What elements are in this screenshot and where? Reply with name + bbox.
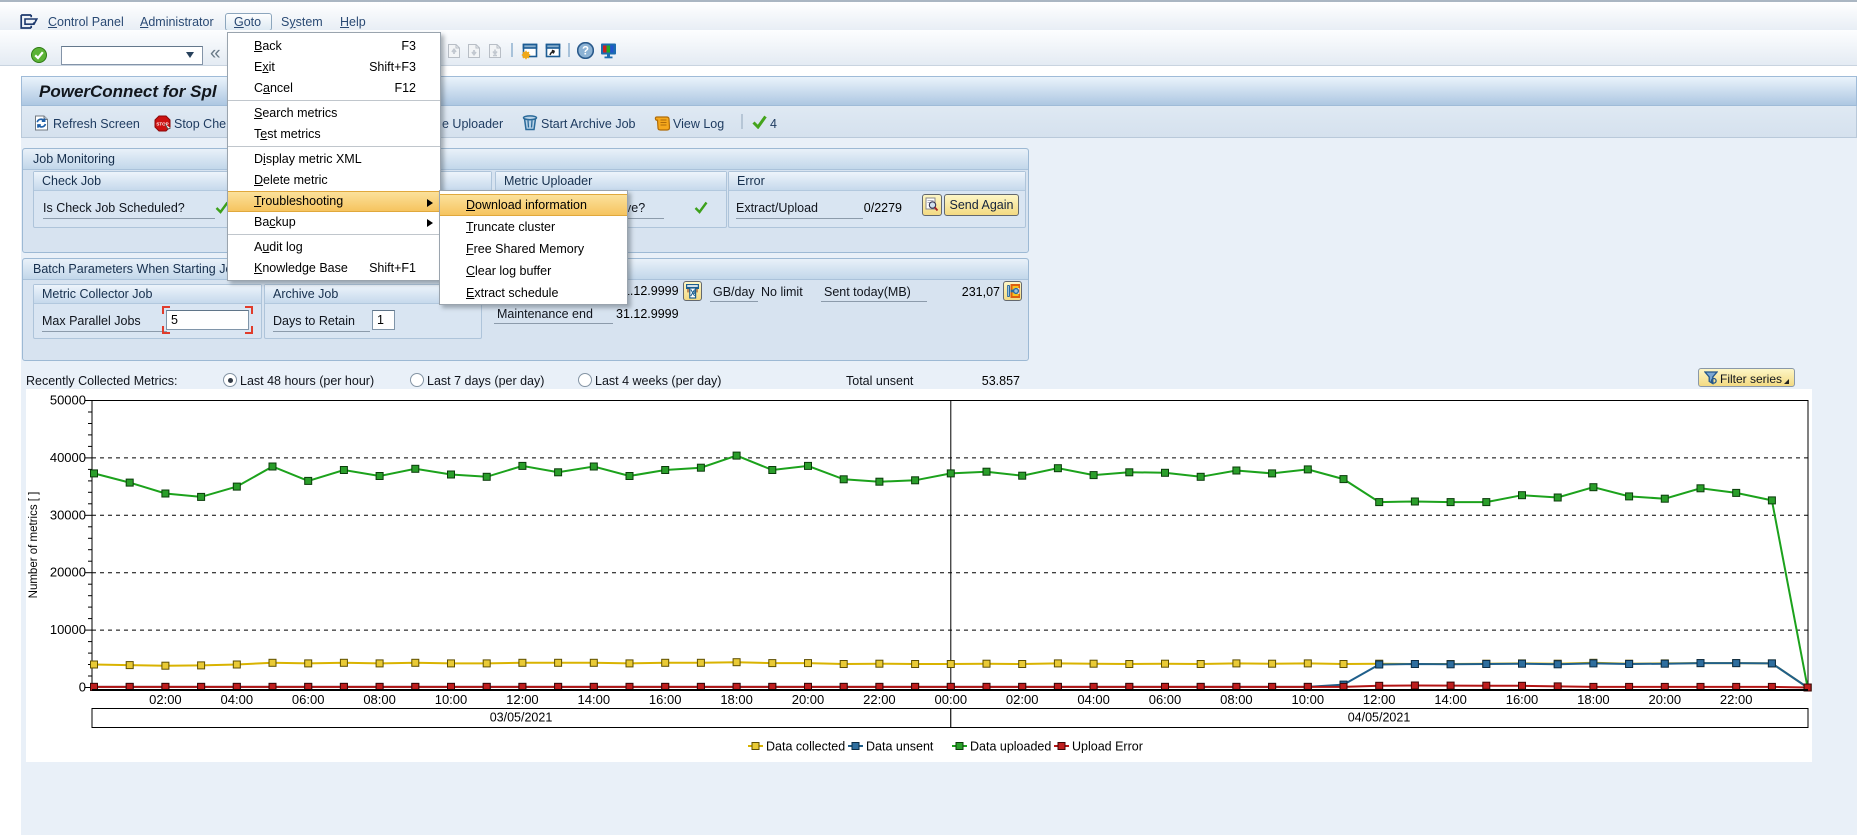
svg-text:0: 0 — [79, 680, 86, 695]
svg-text:16:00: 16:00 — [1506, 692, 1539, 707]
svg-text:00:00: 00:00 — [935, 692, 968, 707]
svg-text:20:00: 20:00 — [792, 692, 825, 707]
svg-text:10000: 10000 — [50, 622, 86, 637]
svg-text:18:00: 18:00 — [720, 692, 753, 707]
svg-text:14:00: 14:00 — [1434, 692, 1467, 707]
svg-text:40000: 40000 — [50, 450, 86, 465]
svg-text:14:00: 14:00 — [578, 692, 611, 707]
svg-text:22:00: 22:00 — [1720, 692, 1753, 707]
svg-text:04/05/2021: 04/05/2021 — [1348, 711, 1411, 725]
svg-text:16:00: 16:00 — [649, 692, 682, 707]
svg-text:?: ? — [582, 46, 589, 58]
svg-text:02:00: 02:00 — [149, 692, 182, 707]
svg-text:03/05/2021: 03/05/2021 — [490, 711, 553, 725]
svg-text:04:00: 04:00 — [221, 692, 254, 707]
svg-text:10:00: 10:00 — [1292, 692, 1325, 707]
svg-text:08:00: 08:00 — [1220, 692, 1253, 707]
svg-text:12:00: 12:00 — [1363, 692, 1396, 707]
svg-text:02:00: 02:00 — [1006, 692, 1039, 707]
svg-text:10:00: 10:00 — [435, 692, 468, 707]
svg-text:Data unsent: Data unsent — [866, 740, 934, 754]
svg-text:Number of metrics [ ]: Number of metrics [ ] — [28, 492, 40, 599]
svg-text:50000: 50000 — [50, 393, 86, 408]
svg-text:12:00: 12:00 — [506, 692, 539, 707]
svg-text:20000: 20000 — [50, 565, 86, 580]
svg-text:06:00: 06:00 — [292, 692, 325, 707]
svg-text:20:00: 20:00 — [1649, 692, 1682, 707]
svg-text:22:00: 22:00 — [863, 692, 896, 707]
svg-text:08:00: 08:00 — [363, 692, 396, 707]
svg-text:Upload Error: Upload Error — [1072, 740, 1143, 754]
svg-text:04:00: 04:00 — [1077, 692, 1110, 707]
svg-text:06:00: 06:00 — [1149, 692, 1182, 707]
svg-text:30000: 30000 — [50, 507, 86, 522]
svg-text:Data uploaded: Data uploaded — [970, 740, 1051, 754]
svg-text:STOP: STOP — [156, 122, 168, 127]
svg-text:18:00: 18:00 — [1577, 692, 1610, 707]
svg-text:Data collected: Data collected — [766, 740, 845, 754]
